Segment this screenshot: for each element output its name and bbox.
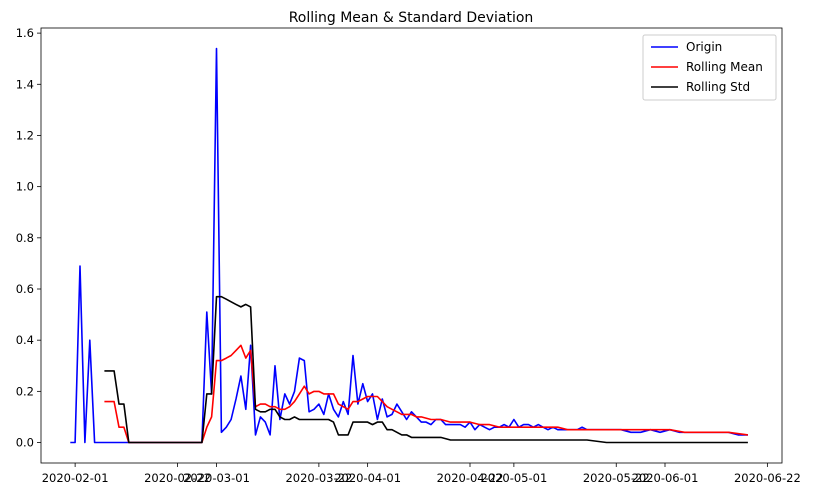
series-line-rolling-std bbox=[104, 295, 748, 444]
legend-label: Origin bbox=[686, 40, 722, 54]
x-tick-label: 2020-02-01 bbox=[42, 471, 109, 485]
x-tick-label: 2020-03-22 bbox=[285, 471, 352, 485]
y-axis: 0.0 0.2 0.4 0.6 0.8 1.0 1.2 1.4 1.6 bbox=[16, 26, 41, 450]
y-tick-label: 0.2 bbox=[16, 384, 34, 398]
y-tick-label: 0.4 bbox=[16, 333, 34, 347]
y-tick-label: 1.2 bbox=[16, 128, 34, 142]
x-tick-label: 2020-06-01 bbox=[632, 471, 699, 485]
y-tick-label: 0.0 bbox=[16, 436, 34, 450]
legend-label: Rolling Std bbox=[686, 80, 750, 94]
chart-title: Rolling Mean & Standard Deviation bbox=[289, 10, 534, 26]
y-tick-label: 1.0 bbox=[16, 180, 34, 194]
legend-box bbox=[642, 34, 777, 101]
plot-area bbox=[70, 47, 749, 444]
x-tick-label: 2020-05-22 bbox=[583, 471, 650, 485]
y-tick-label: 0.8 bbox=[16, 231, 34, 245]
x-tick-label: 2020-04-22 bbox=[437, 471, 504, 485]
legend-label: Rolling Mean bbox=[686, 60, 763, 74]
x-tick-label: 2020-02-22 bbox=[144, 471, 211, 485]
plot-frame bbox=[40, 27, 783, 464]
x-tick-label: 2020-04-01 bbox=[334, 471, 401, 485]
y-tick-label: 0.6 bbox=[16, 282, 34, 296]
series-line-origin bbox=[70, 47, 748, 444]
y-tick-label: 1.4 bbox=[16, 77, 34, 91]
legend: Origin Rolling Mean Rolling Std bbox=[642, 34, 777, 101]
series-line-rolling-mean bbox=[104, 344, 749, 444]
x-tick-label: 2020-03-01 bbox=[183, 471, 250, 485]
x-tick-label: 2020-05-01 bbox=[480, 471, 547, 485]
x-tick-label: 2020-06-22 bbox=[734, 471, 801, 485]
y-tick-label: 1.6 bbox=[16, 26, 34, 40]
